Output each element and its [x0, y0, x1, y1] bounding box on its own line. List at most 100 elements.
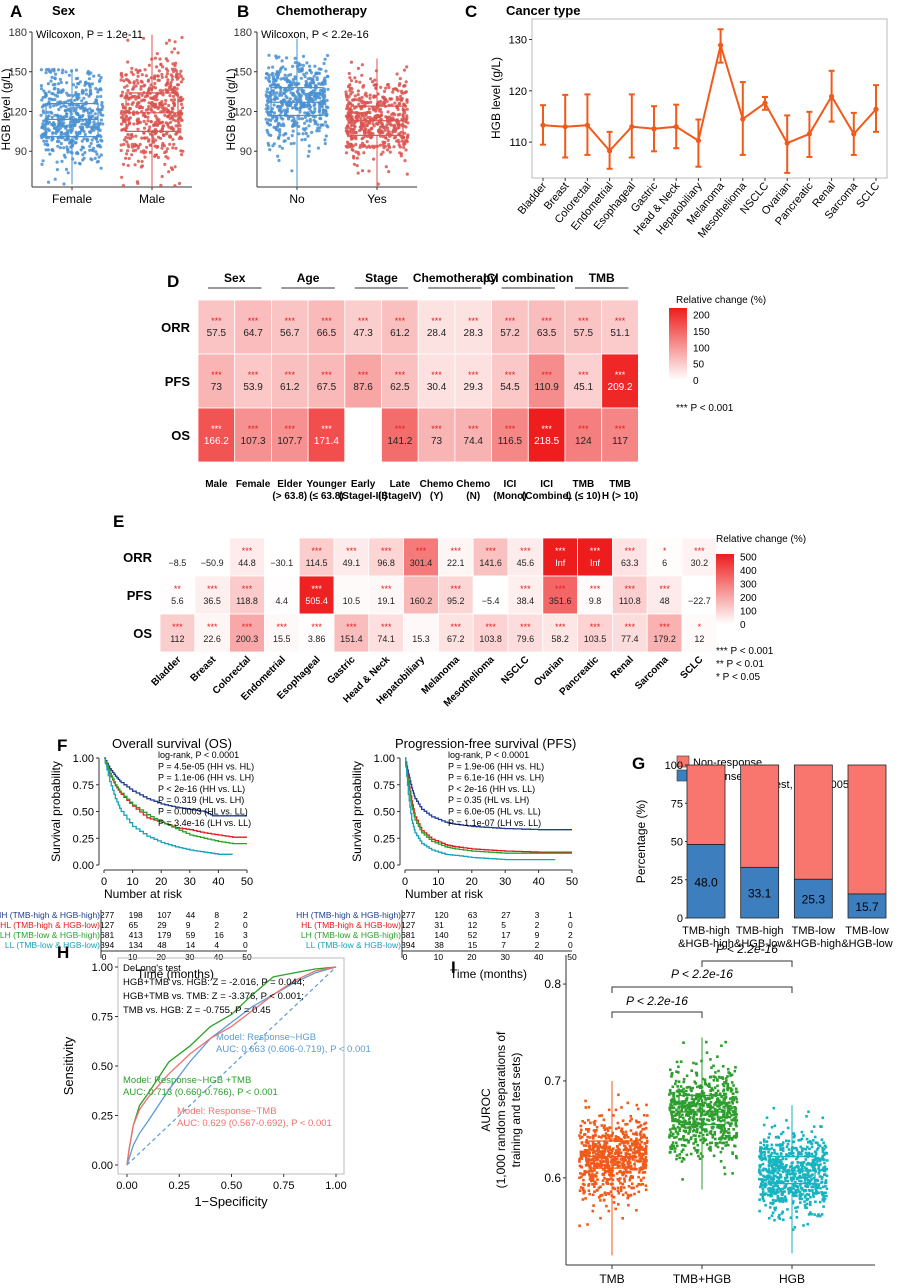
- data-point: [290, 169, 294, 173]
- data-point: [365, 145, 369, 149]
- y-axis-label: HGB level (g/L): [224, 68, 238, 150]
- cell-value: 49.1: [343, 558, 361, 568]
- data-point: [607, 1108, 611, 1112]
- data-point: [807, 1193, 811, 1196]
- data-point: [720, 1135, 724, 1138]
- data-point: [391, 90, 395, 94]
- y-axis-label: Survival probability: [49, 761, 63, 862]
- data-point: [65, 81, 69, 85]
- data-point: [405, 172, 409, 176]
- data-point: [154, 123, 158, 127]
- data-point: [616, 1178, 620, 1181]
- data-point: [682, 1158, 686, 1161]
- data-point: [675, 1108, 678, 1112]
- data-point: [59, 100, 63, 104]
- data-point: [645, 1136, 648, 1140]
- data-point: [638, 1132, 642, 1135]
- data-point: [143, 83, 147, 87]
- risk-value: 120: [434, 910, 448, 920]
- data-point: [764, 1158, 768, 1161]
- x-tick-label: Female: [52, 192, 92, 206]
- data-point: [586, 1170, 590, 1174]
- data-point: [705, 1040, 708, 1044]
- data-point: [632, 1186, 635, 1190]
- data-point: [605, 1164, 608, 1167]
- data-point: [778, 1217, 782, 1220]
- data-point: [155, 118, 159, 122]
- x-tick-label: Bladder: [516, 180, 550, 217]
- data-point: [628, 1170, 631, 1174]
- data-point: [53, 77, 57, 81]
- risk-value: 681: [401, 930, 415, 940]
- y-tick-label: 110: [509, 137, 527, 149]
- heat-cell: [577, 575, 613, 615]
- data-point: [690, 1069, 693, 1072]
- data-point: [121, 105, 125, 109]
- data-point: [179, 74, 183, 78]
- data-point: [715, 1098, 719, 1101]
- data-point: [305, 61, 309, 65]
- data-point: [74, 106, 78, 110]
- data-point: [779, 1189, 783, 1193]
- risk-value: 52: [468, 930, 478, 940]
- data-point: [694, 1096, 698, 1099]
- data-point: [155, 93, 159, 97]
- data-point: [623, 1135, 626, 1139]
- data-point: [599, 1165, 602, 1169]
- cell-value: 209.2: [608, 382, 633, 393]
- data-point: [94, 87, 98, 91]
- data-point: [734, 1112, 737, 1116]
- column-label: H (> 10): [602, 491, 638, 502]
- panel-g: G Non-responseResponseX2 test, P = 0.000…: [632, 754, 893, 950]
- data-point: [62, 104, 66, 108]
- data-point: [722, 1129, 725, 1133]
- data-point: [785, 1175, 789, 1179]
- data-point: [734, 1123, 737, 1126]
- data-point: [323, 102, 327, 106]
- data-point: [621, 1156, 625, 1159]
- data-point: [805, 1206, 808, 1209]
- box-tmb: [588, 1140, 636, 1169]
- data-point: [731, 1092, 735, 1095]
- data-point: [620, 1185, 623, 1189]
- data-point: [71, 126, 75, 130]
- data-point: [643, 1122, 646, 1126]
- data-point: [168, 134, 172, 138]
- data-point: [171, 69, 176, 74]
- data-point: [721, 1133, 725, 1136]
- data-point: [632, 1132, 635, 1136]
- data-point: [771, 1198, 775, 1202]
- data-point: [303, 83, 308, 87]
- heat-cell: [437, 537, 474, 577]
- data-point: [820, 1191, 823, 1194]
- data-point: [672, 1132, 675, 1136]
- data-point: [728, 1101, 731, 1104]
- data-point: [355, 98, 359, 102]
- box-female: [45, 102, 99, 138]
- heat-cell: [454, 299, 492, 355]
- data-point: [318, 96, 322, 100]
- data-point: [764, 1192, 768, 1195]
- data-point: [140, 136, 144, 140]
- data-point: [403, 159, 407, 163]
- heat-cell: [472, 575, 509, 615]
- significance-stars: ***: [590, 546, 601, 556]
- data-point: [772, 1188, 776, 1191]
- data-point: [59, 142, 64, 146]
- data-point: [643, 1127, 646, 1131]
- data-point: [59, 80, 63, 84]
- data-point: [637, 1120, 641, 1124]
- risk-value: 65: [129, 920, 139, 930]
- data-point: [675, 1157, 678, 1161]
- data-point: [282, 124, 286, 128]
- data-point: [386, 148, 390, 152]
- data-point: [398, 112, 402, 116]
- data-point: [729, 1108, 732, 1111]
- data-point: [786, 1187, 790, 1191]
- panel-title: Overall survival (OS): [112, 736, 232, 751]
- data-point: [811, 1161, 815, 1165]
- data-point: [710, 1117, 714, 1121]
- data-point: [669, 1131, 673, 1134]
- risk-x-tick-label: 50: [242, 952, 252, 962]
- data-point: [644, 1126, 648, 1130]
